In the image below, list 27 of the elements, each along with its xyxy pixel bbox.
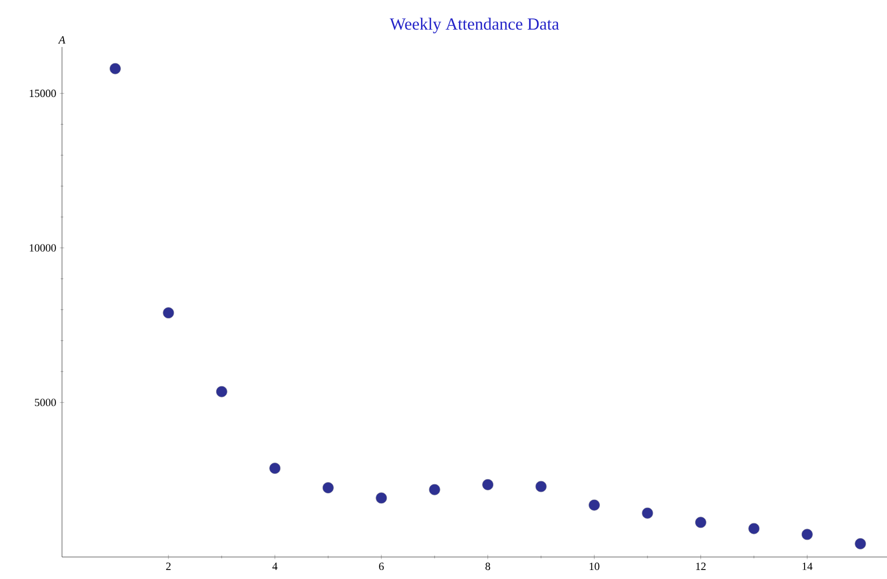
chart-title: Weekly Attendance Data <box>390 18 560 34</box>
y-tick-label: 15000 <box>30 90 56 98</box>
point <box>482 478 494 490</box>
x-tick-label: 8 <box>485 562 490 570</box>
point <box>322 482 334 494</box>
point <box>748 522 760 534</box>
point <box>801 528 813 540</box>
y-tick-label: 10000 <box>30 244 56 252</box>
x-tick-label: 6 <box>379 562 384 570</box>
point <box>428 484 440 496</box>
y-axis-title: A <box>58 36 66 44</box>
point <box>642 507 654 519</box>
point <box>695 516 706 528</box>
x-tick-label: 10 <box>590 562 600 570</box>
point <box>162 307 174 319</box>
point <box>535 480 547 492</box>
point <box>376 492 388 504</box>
point <box>269 462 281 474</box>
x-tick-label: 2 <box>166 562 171 570</box>
point <box>216 386 228 398</box>
y-tick-label: 5000 <box>34 398 56 406</box>
point <box>854 538 866 550</box>
point <box>110 62 121 74</box>
x-tick-label: 12 <box>696 562 706 570</box>
x-tick-label: 14 <box>802 562 812 570</box>
x-tick-label: 4 <box>272 562 278 570</box>
point <box>588 499 600 511</box>
